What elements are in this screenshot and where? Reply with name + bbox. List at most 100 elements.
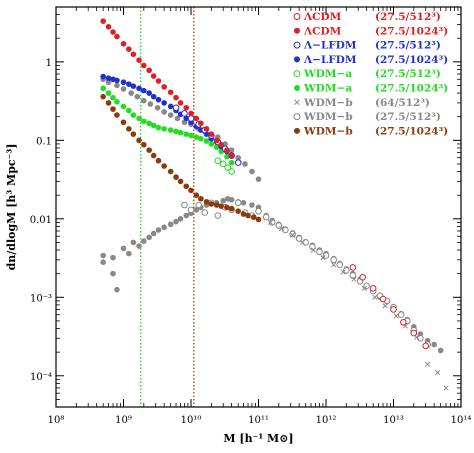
x-tick-label: 10¹⁴: [451, 415, 472, 426]
series-1-point-24: [224, 147, 230, 153]
series-8-point-4: [120, 119, 127, 126]
series-5-point-18: [193, 134, 200, 140]
series-3-point-7: [136, 85, 142, 92]
series-5-point-14: [173, 128, 179, 135]
series-1-point-25: [228, 152, 235, 159]
series-1-point-11: [155, 78, 162, 84]
legend-marker-0: [293, 13, 301, 20]
series-2-point-1: [181, 110, 188, 117]
x-tick-label: 10¹³: [383, 415, 404, 426]
legend-entry-4: WDM−a (27.5/512³): [293, 68, 441, 80]
series-3-point-12: [161, 100, 167, 106]
series-9-point-65: [147, 101, 154, 107]
series-9-point-14: [167, 221, 174, 228]
series-9-point-28: [240, 199, 247, 206]
y-tick-label: 0.1: [36, 136, 52, 147]
series-1-point-21: [208, 131, 215, 137]
series-9-point-77: [228, 147, 235, 153]
series-9-point-56: [431, 341, 437, 348]
series-8-point-0: [100, 93, 106, 100]
series-4: [214, 157, 235, 175]
series-9-point-67: [161, 109, 167, 115]
series-8-point-12: [161, 163, 167, 169]
series-8-point-1: [105, 100, 112, 106]
series-8-point-14: [173, 174, 179, 180]
series-6-point-3: [299, 239, 306, 246]
legend-series-name: Λ−LFDM: [303, 40, 357, 52]
series-1: [100, 18, 235, 159]
series-1-point-14: [173, 94, 179, 101]
series-5-point-21: [208, 141, 215, 147]
series-9-point-5: [120, 245, 127, 252]
series-9-point-10: [146, 234, 152, 241]
series-5-point-13: [167, 127, 174, 133]
y-tick-label: 10⁻⁴: [30, 372, 52, 383]
series-8-point-29: [250, 214, 257, 220]
series-9-point-68: [167, 112, 174, 118]
series-6-point-7: [340, 269, 346, 275]
series-7-point-23: [336, 261, 344, 269]
series-4-point-2: [224, 164, 232, 171]
series-1-point-8: [141, 62, 147, 69]
series-5-point-6: [130, 112, 137, 118]
series-9-point-69: [174, 115, 181, 122]
series-1-point-18: [193, 115, 200, 122]
series-9-point-12: [155, 227, 162, 233]
series-8-point-16: [183, 183, 190, 190]
series-5-point-16: [183, 131, 190, 137]
series-8-point-24: [224, 204, 230, 211]
y-tick-label: 0.01: [30, 215, 52, 226]
series-3-point-4: [120, 79, 127, 86]
series-9-point-9: [141, 238, 147, 244]
series-3-point-3: [114, 77, 120, 84]
series-9-point-11: [150, 230, 157, 237]
legend-series-resolution: (27.5/1024³): [375, 83, 448, 95]
series-6-point-9: [361, 285, 367, 291]
series-5-point-4: [120, 103, 127, 110]
series-4-point-0: [214, 157, 222, 165]
series-6-point-0: [267, 219, 273, 225]
series-9-point-2: [110, 254, 116, 261]
x-axis-label: M [h⁻¹ M⊙]: [223, 432, 293, 445]
legend-series-resolution: (27.5/512³): [375, 40, 441, 52]
series-8-point-20: [203, 198, 210, 205]
legend-entry-6: WDM−b (64/512³): [294, 97, 430, 109]
series-8-point-9: [146, 147, 152, 153]
series-1-point-22: [213, 137, 220, 144]
series-0-point-1: [359, 273, 367, 281]
series-7-point-1: [187, 206, 195, 214]
series-5-point-5: [126, 107, 132, 114]
series-3-point-8: [141, 87, 147, 94]
series-5-point-2: [110, 94, 116, 101]
x-tick-label: 10⁸: [48, 415, 65, 426]
legend-entry-5: WDM−a (27.5/1024³): [294, 83, 448, 95]
series-9-point-79: [242, 161, 248, 167]
series-3-point-9: [146, 90, 152, 96]
series-3-point-10: [150, 93, 157, 100]
x-tick-label: 10¹¹: [248, 415, 269, 426]
series-1-point-23: [218, 141, 224, 148]
series-6-point-8: [351, 276, 357, 282]
series-5-point-15: [177, 129, 184, 136]
series-9-point-29: [249, 202, 255, 208]
series-8: [100, 93, 262, 223]
series-0-point-5: [400, 319, 407, 326]
series-1-point-5: [126, 46, 132, 52]
series-9-point-61: [120, 86, 127, 92]
legend-entry-8: WDM−b (27.5/1024³): [294, 125, 448, 137]
legend-series-resolution: (27.5/512³): [375, 111, 441, 123]
series-8-point-23: [218, 203, 224, 209]
legend-entry-3: Λ−LFDM (27.5/1024³): [294, 54, 448, 66]
series-9-point-17: [183, 212, 190, 219]
y-axis-label: dn/dlogM [h³ Mpc⁻³]: [5, 144, 18, 271]
series-8-point-8: [141, 141, 147, 148]
series-8-point-2: [110, 106, 116, 112]
series-1-point-20: [203, 126, 210, 132]
series-7-point-2: [195, 201, 202, 209]
series-5-point-3: [114, 98, 120, 105]
series-9-point-16: [177, 216, 184, 222]
series-1-point-12: [161, 84, 167, 90]
series-7-point-32: [397, 311, 405, 319]
